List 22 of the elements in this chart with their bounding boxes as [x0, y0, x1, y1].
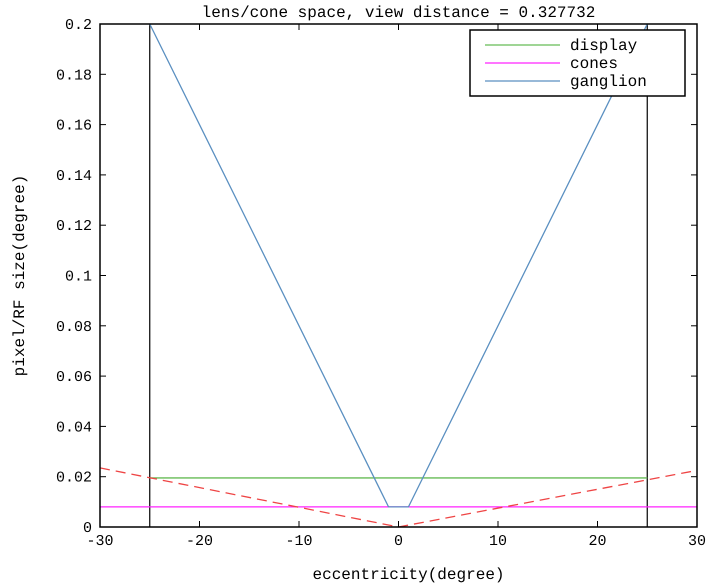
- x-tick-label: 0: [394, 533, 404, 550]
- y-axis-title: pixel/RF size(degree): [11, 174, 29, 376]
- x-axis-title: eccentricity(degree): [312, 566, 505, 584]
- chart-title: lens/cone space, view distance = 0.327732: [202, 4, 596, 22]
- x-tick-label: 30: [688, 533, 706, 550]
- legend-label: cones: [570, 55, 618, 73]
- y-tick-label: 0.2: [64, 17, 92, 34]
- y-tick-label: 0.12: [56, 218, 92, 236]
- x-tick-label: -20: [186, 533, 214, 550]
- y-tick-label: 0.1: [64, 268, 92, 286]
- y-tick-label: 0.08: [56, 318, 92, 336]
- x-tick-label: -10: [285, 533, 313, 550]
- legend-label: ganglion: [570, 73, 647, 91]
- y-tick-label: 0.16: [56, 118, 92, 135]
- legend-label: display: [570, 37, 638, 55]
- x-tick-label: 20: [588, 533, 607, 550]
- y-tick-label: 0.02: [56, 470, 92, 487]
- x-tick-label: 10: [488, 533, 508, 550]
- y-tick-label: 0.18: [56, 67, 92, 84]
- y-tick-label: 0.06: [56, 369, 92, 386]
- y-tick-label: 0.14: [56, 168, 92, 185]
- y-tick-label: 0.04: [56, 419, 92, 436]
